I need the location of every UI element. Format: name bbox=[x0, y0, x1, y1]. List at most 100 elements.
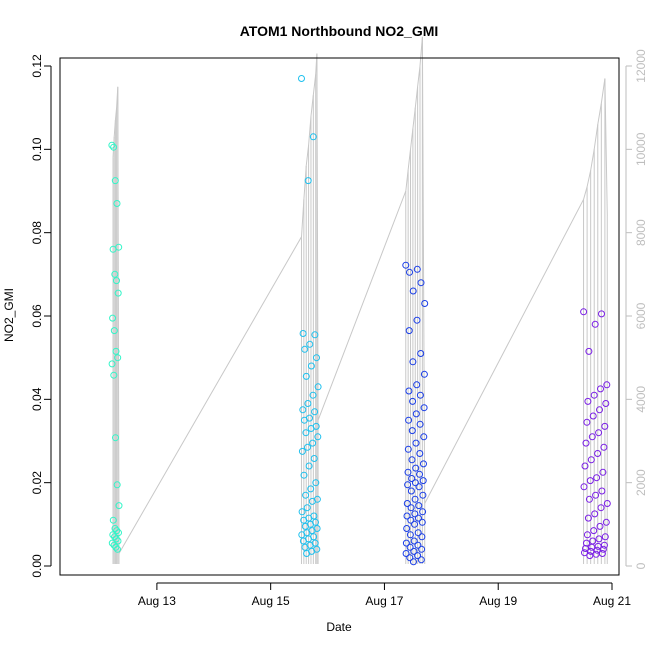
data-point bbox=[411, 520, 418, 528]
data-point bbox=[298, 531, 306, 539]
data-point bbox=[585, 347, 593, 355]
y-tick-label: 0.08 bbox=[30, 221, 44, 245]
data-point bbox=[109, 516, 117, 524]
data-point bbox=[416, 450, 424, 457]
data-point bbox=[410, 537, 418, 545]
data-point bbox=[413, 265, 421, 273]
y2-tick-label: 8000 bbox=[634, 219, 648, 246]
data-point bbox=[591, 510, 599, 518]
data-point bbox=[114, 545, 121, 553]
data-point bbox=[417, 279, 425, 287]
data-point bbox=[406, 543, 414, 551]
data-point bbox=[583, 418, 591, 426]
y-tick-label: 0.06 bbox=[30, 304, 44, 328]
data-point bbox=[403, 512, 411, 520]
data-point bbox=[580, 308, 588, 316]
data-point bbox=[113, 277, 120, 285]
data-point bbox=[409, 287, 417, 295]
data-point bbox=[303, 504, 311, 512]
x-tick-label: Aug 13 bbox=[138, 594, 176, 608]
data-point bbox=[300, 516, 308, 524]
data-point bbox=[407, 504, 415, 512]
data-point bbox=[420, 404, 428, 412]
data-point bbox=[305, 462, 313, 470]
data-point bbox=[412, 464, 420, 472]
data-point bbox=[403, 500, 411, 507]
data-point bbox=[582, 439, 590, 447]
data-point bbox=[307, 485, 315, 493]
data-point bbox=[403, 525, 411, 532]
y-tick-label: 0.12 bbox=[30, 54, 44, 78]
data-point bbox=[411, 495, 419, 503]
data-point bbox=[420, 370, 428, 378]
data-point bbox=[589, 412, 597, 420]
data-point bbox=[591, 320, 599, 328]
data-point bbox=[300, 471, 308, 479]
data-point bbox=[301, 543, 309, 551]
data-point bbox=[416, 420, 424, 428]
data-point bbox=[302, 429, 310, 437]
data-point bbox=[113, 481, 121, 489]
data-point bbox=[402, 550, 410, 557]
data-point bbox=[409, 358, 417, 366]
data-point bbox=[307, 362, 315, 370]
data-point bbox=[597, 385, 604, 393]
data-point bbox=[584, 514, 592, 522]
data-point bbox=[603, 381, 611, 389]
x-tick-label: Aug 21 bbox=[593, 594, 631, 608]
data-point bbox=[308, 497, 316, 505]
data-point bbox=[404, 445, 412, 453]
data-point bbox=[417, 556, 425, 564]
y-tick-label: 0.10 bbox=[30, 137, 44, 161]
data-point bbox=[414, 541, 422, 549]
data-point bbox=[582, 545, 589, 552]
axes-layer: 0.00 0.02 0.04 0.06 0.08 0.10 0.12 0 2000 4000 600… bbox=[30, 49, 648, 608]
data-point bbox=[300, 416, 308, 424]
y-tick-label: 0.02 bbox=[30, 471, 44, 495]
data-point bbox=[410, 547, 418, 555]
data-point bbox=[313, 354, 320, 362]
data-point bbox=[413, 316, 421, 324]
data-point bbox=[584, 397, 592, 405]
data-point bbox=[587, 547, 595, 555]
data-point bbox=[314, 433, 322, 441]
data-point bbox=[111, 270, 119, 278]
data-point bbox=[113, 200, 121, 207]
data-point bbox=[420, 460, 427, 468]
y2-tick-label: 4000 bbox=[634, 386, 648, 413]
data-point bbox=[408, 427, 416, 435]
data-point bbox=[594, 450, 602, 457]
data-point bbox=[416, 470, 423, 478]
data-point bbox=[303, 550, 311, 557]
data-point bbox=[302, 372, 310, 380]
data-point bbox=[600, 541, 608, 549]
data-point bbox=[410, 558, 417, 566]
data-point bbox=[406, 554, 414, 562]
secondary-series-line bbox=[112, 36, 608, 556]
y-tick-label: 0.04 bbox=[30, 387, 44, 411]
y-axis-label: NO2_GMI bbox=[2, 288, 16, 342]
data-point bbox=[580, 483, 588, 491]
plot-frame bbox=[59, 57, 620, 576]
data-point bbox=[304, 177, 312, 185]
data-point bbox=[114, 354, 122, 362]
data-point bbox=[110, 371, 118, 379]
y-tick-label: 0.00 bbox=[30, 554, 44, 578]
data-point bbox=[312, 479, 320, 487]
data-point bbox=[587, 456, 595, 464]
data-point bbox=[421, 300, 429, 307]
data-point bbox=[301, 522, 309, 530]
data-point bbox=[592, 550, 600, 558]
data-point bbox=[405, 387, 413, 395]
data-point bbox=[109, 245, 117, 253]
data-point bbox=[109, 531, 117, 539]
data-point bbox=[112, 535, 120, 543]
data-point bbox=[595, 535, 603, 543]
data-point bbox=[304, 443, 311, 451]
data-point bbox=[307, 425, 315, 432]
data-point bbox=[418, 533, 426, 541]
data-point bbox=[310, 455, 318, 462]
chart-title: ATOM1 Northbound NO2_GMI bbox=[240, 23, 439, 39]
data-point bbox=[411, 510, 419, 518]
data-point bbox=[597, 504, 605, 512]
